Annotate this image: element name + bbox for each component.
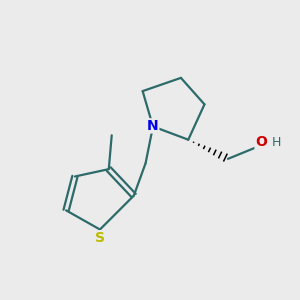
Text: O: O [255, 135, 267, 149]
Text: H: H [272, 136, 281, 148]
Text: N: N [147, 119, 159, 133]
Text: S: S [95, 231, 105, 245]
